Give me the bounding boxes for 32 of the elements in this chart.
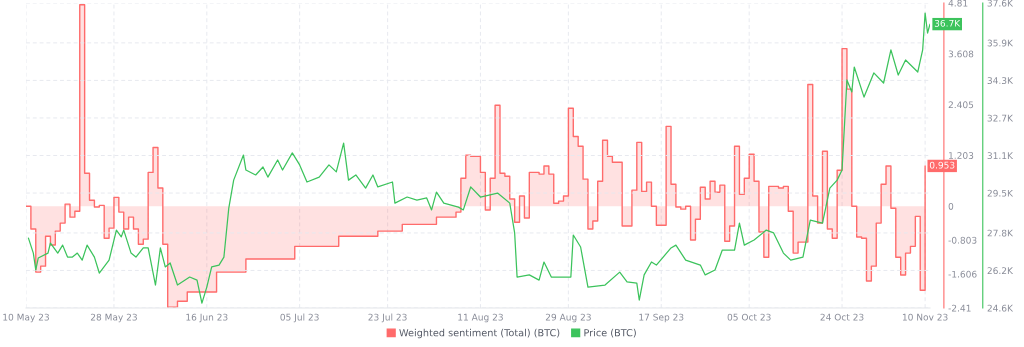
y2-tick-label: 26.2K [987,267,1014,275]
x-tick-label: 10 May 23 [3,313,49,323]
x-tick-label: 05 Jul 23 [280,313,319,323]
x-tick-label: 17 Sep 23 [639,313,684,323]
legend-label: Price (BTC) [584,328,636,338]
y-tick-label: -2.41 [948,304,971,312]
x-tick-label: 28 May 23 [90,313,137,323]
x-tick-label: 05 Oct 23 [727,313,771,321]
y-tick-label: 1.203 [949,152,974,159]
y-tick-label: 0 [948,202,954,210]
x-tick-label: 24 Oct 23 [820,313,864,321]
data-label: 36.7K [934,19,961,27]
y2-tick-label: 35.9K [987,39,1014,47]
y-tick-label: -0.803 [948,236,977,244]
y2-tick-label: 34.3K [987,77,1014,84]
data-label: 0.953 [929,161,955,169]
x-tick-label: 11 Aug 23 [458,313,503,323]
x-tick-label: 10 Nov 23 [902,313,948,321]
y-tick-label: 4.81 [948,0,968,7]
y-tick-label: -1.606 [948,270,977,278]
y2-tick-label: 27.8K [987,229,1014,237]
y2-tick-label: 32.7K [987,114,1014,122]
x-tick-label: 16 Jun 23 [186,313,228,323]
x-tick-label: 29 Aug 23 [545,313,591,323]
y-tick-label: 2.405 [948,101,974,109]
y-tick-label: 3.608 [948,50,974,58]
y2-tick-label: 31.1K [987,152,1014,160]
y2-tick-label: 24.6K [987,304,1014,312]
y2-tick-label: 37.6K [987,0,1014,7]
x-tick-label: 23 Jul 23 [368,313,407,323]
legend-label: Weighted sentiment (Total) (BTC) [399,328,560,339]
y2-tick-label: 29.5K [987,189,1014,197]
